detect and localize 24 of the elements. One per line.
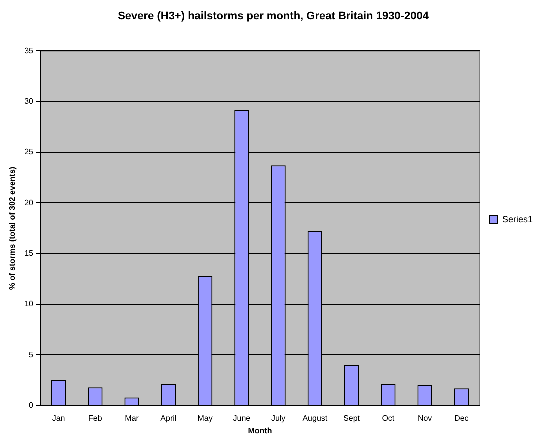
y-tick-label: 35 xyxy=(24,46,34,56)
x-tick-label: Sept xyxy=(344,414,361,423)
x-tick-label: June xyxy=(233,414,252,423)
x-tick-label: April xyxy=(160,414,177,423)
y-tick-label: 25 xyxy=(24,148,34,157)
chart-title: Severe (H3+) hailstorms per month, Great Britain 1930-2004 xyxy=(118,10,430,23)
y-tick-label: 15 xyxy=(24,249,34,258)
x-tick-label: Jan xyxy=(52,414,66,423)
y-tick-label: 30 xyxy=(24,97,34,106)
x-tick-label: May xyxy=(198,414,213,423)
x-tick-label: Mar xyxy=(125,414,140,423)
legend-label: Series1 xyxy=(502,214,533,224)
x-tick-label: July xyxy=(271,414,286,423)
y-tick-label: 20 xyxy=(24,198,34,208)
y-tick-label: 10 xyxy=(24,300,34,309)
x-tick-label: Oct xyxy=(382,414,396,423)
x-tick-label: Feb xyxy=(88,414,103,423)
x-tick-label: Dec xyxy=(454,414,469,423)
x-axis-title: Month xyxy=(248,426,272,436)
x-tick-label: August xyxy=(302,414,328,423)
y-axis-title: % of storms (total of 302 events) xyxy=(8,166,18,290)
y-tick-label: 5 xyxy=(29,350,34,360)
y-tick-label: 0 xyxy=(29,401,34,410)
x-tick-label: Nov xyxy=(418,414,432,423)
